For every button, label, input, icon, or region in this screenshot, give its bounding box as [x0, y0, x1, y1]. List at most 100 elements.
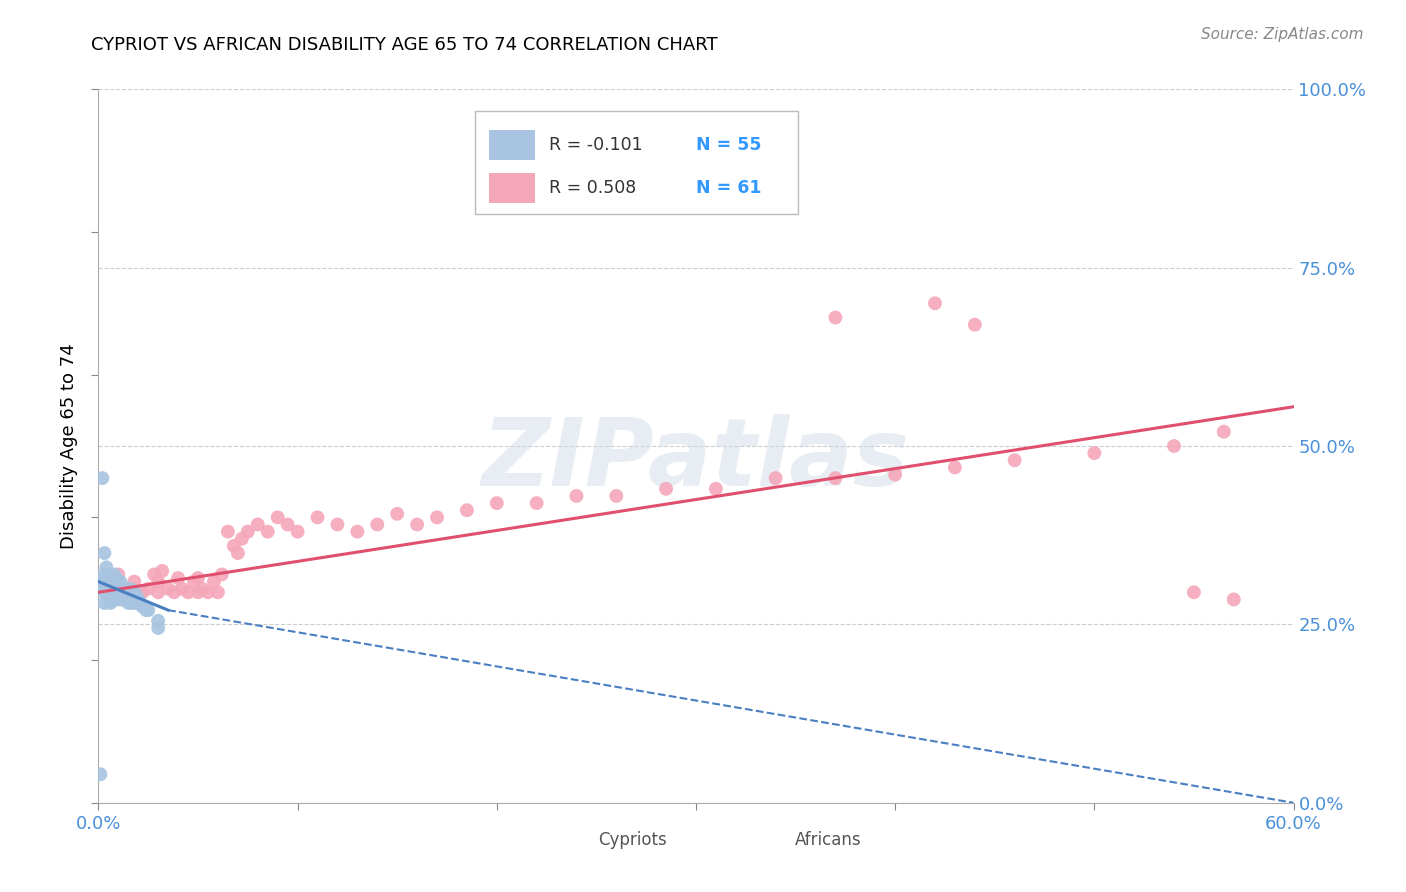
Point	[366, 517, 388, 532]
Point	[91, 471, 114, 485]
Point	[115, 585, 138, 599]
FancyBboxPatch shape	[489, 173, 534, 202]
Point	[120, 592, 142, 607]
Point	[117, 596, 139, 610]
Point	[655, 482, 678, 496]
Point	[565, 489, 588, 503]
Point	[148, 574, 170, 589]
Point	[127, 592, 149, 607]
Point	[131, 599, 153, 614]
Point	[307, 510, 329, 524]
Point	[97, 582, 120, 596]
Point	[112, 582, 135, 596]
Point	[136, 603, 159, 617]
Point	[101, 574, 124, 589]
Point	[148, 621, 170, 635]
Point	[125, 596, 148, 610]
Point	[107, 567, 129, 582]
Point	[124, 574, 146, 589]
Point	[163, 585, 186, 599]
Text: N = 61: N = 61	[696, 178, 762, 196]
Point	[121, 589, 143, 603]
Point	[177, 585, 200, 599]
Point	[97, 589, 120, 603]
Point	[226, 546, 249, 560]
Point	[231, 532, 253, 546]
Point	[157, 582, 180, 596]
Point	[287, 524, 309, 539]
Point	[884, 467, 907, 482]
Point	[127, 592, 149, 607]
Point	[824, 471, 846, 485]
Point	[485, 496, 508, 510]
Text: Africans: Africans	[796, 831, 862, 849]
Point	[103, 582, 125, 596]
Point	[191, 582, 214, 596]
Point	[110, 585, 132, 599]
Point	[1212, 425, 1234, 439]
Point	[97, 582, 120, 596]
FancyBboxPatch shape	[489, 130, 534, 160]
Point	[187, 571, 209, 585]
Point	[326, 517, 349, 532]
Point	[121, 596, 143, 610]
Point	[111, 585, 134, 599]
Point	[125, 589, 148, 603]
Point	[456, 503, 478, 517]
Point	[135, 603, 157, 617]
FancyBboxPatch shape	[553, 830, 589, 855]
Point	[207, 585, 229, 599]
Point	[98, 574, 122, 589]
Point	[91, 574, 114, 589]
Point	[107, 582, 129, 596]
Point	[150, 564, 173, 578]
Point	[136, 582, 159, 596]
Point	[103, 567, 125, 582]
Point	[963, 318, 986, 332]
Point	[93, 585, 115, 599]
Text: Cypriots: Cypriots	[598, 831, 666, 849]
Text: ZIPatlas: ZIPatlas	[482, 414, 910, 507]
Point	[105, 585, 128, 599]
Point	[217, 524, 239, 539]
Point	[120, 582, 142, 596]
Point	[103, 589, 125, 603]
Point	[267, 510, 290, 524]
Point	[93, 596, 115, 610]
Point	[143, 567, 166, 582]
Point	[824, 310, 846, 325]
Point	[1083, 446, 1105, 460]
Point	[211, 567, 233, 582]
Point	[107, 585, 129, 599]
Text: N = 55: N = 55	[696, 136, 762, 153]
Point	[1223, 592, 1246, 607]
Point	[110, 592, 132, 607]
Point	[197, 585, 219, 599]
Point	[1163, 439, 1185, 453]
Point	[105, 592, 128, 607]
Point	[765, 471, 787, 485]
Point	[115, 592, 138, 607]
Point	[124, 592, 146, 607]
Point	[96, 560, 118, 574]
Point	[246, 517, 269, 532]
Point	[105, 571, 128, 585]
Point	[112, 589, 135, 603]
Point	[101, 585, 124, 599]
Point	[256, 524, 278, 539]
Point	[704, 482, 727, 496]
Text: R = -0.101: R = -0.101	[548, 136, 643, 153]
Point	[924, 296, 946, 310]
Point	[98, 596, 122, 610]
Point	[131, 585, 153, 599]
Point	[1182, 585, 1205, 599]
Point	[117, 585, 139, 599]
Point	[111, 592, 134, 607]
Point	[89, 767, 111, 781]
Point	[1004, 453, 1026, 467]
Y-axis label: Disability Age 65 to 74: Disability Age 65 to 74	[59, 343, 77, 549]
Point	[148, 585, 170, 599]
Point	[943, 460, 966, 475]
Point	[277, 517, 299, 532]
Point	[96, 585, 118, 599]
